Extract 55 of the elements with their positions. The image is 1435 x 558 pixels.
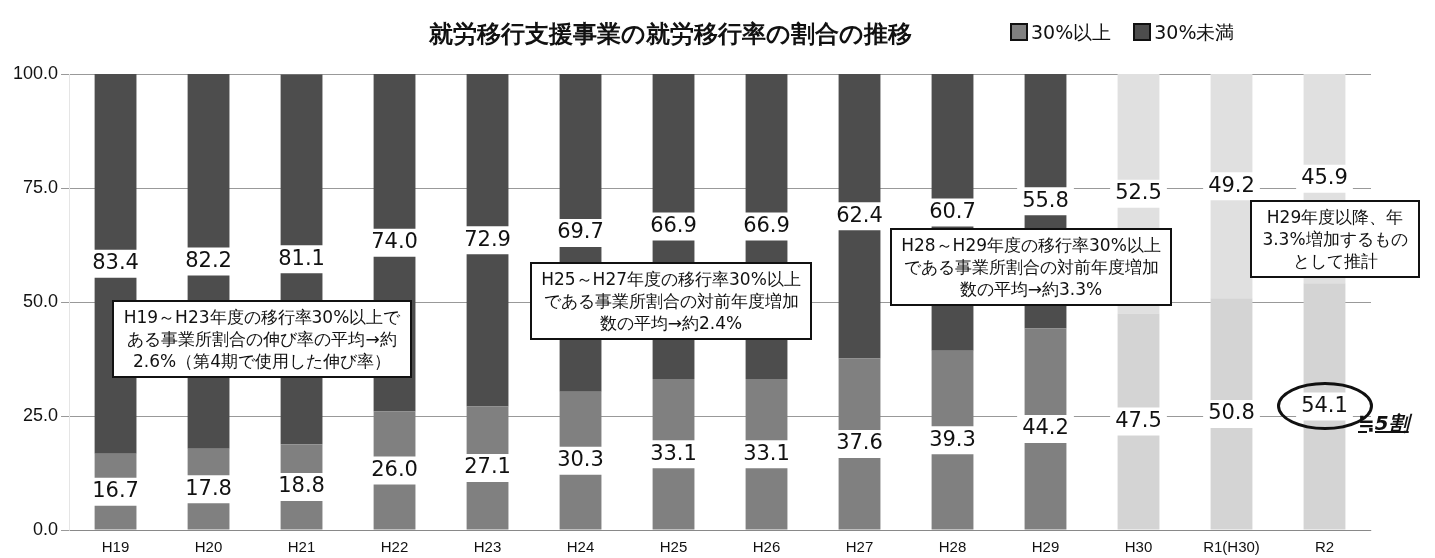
data-label: 27.1 [464, 454, 511, 479]
x-tick-label: H24 [566, 538, 595, 556]
x-tick-label: H30 [1124, 538, 1153, 556]
data-label: 44.2 [1022, 415, 1069, 440]
data-label: 66.9 [743, 212, 790, 237]
data-label: 33.1 [743, 440, 790, 465]
data-label: 18.8 [278, 473, 325, 498]
data-label: 62.4 [836, 202, 883, 227]
legend-label: 30%以上 [1030, 20, 1112, 45]
annotation: H28～H29年度の移行率30%以上である事業所割合の対前年度増加数の平均→約3.3% [890, 228, 1172, 306]
data-label: 30.3 [557, 447, 604, 472]
x-tick-label: H25 [659, 538, 688, 556]
x-tick-label: H27 [845, 538, 874, 556]
data-label: 72.9 [464, 226, 511, 251]
data-label: 82.2 [185, 247, 232, 272]
x-tick-label: R2 [1314, 538, 1335, 556]
data-label: 16.7 [92, 478, 139, 503]
x-tick-label: R1(H30) [1203, 538, 1260, 556]
data-label: 83.4 [92, 250, 139, 275]
annotation: H25～H27年度の移行率30%以上である事業所割合の対前年度増加数の平均→約2.4% [530, 262, 812, 340]
data-label: 37.6 [836, 430, 883, 455]
data-label: 69.7 [557, 219, 604, 244]
y-tick-label: 50.0 [23, 290, 59, 311]
annotation: H19～H23年度の移行率30%以上である事業所割合の伸び率の平均→約2.6%（第4期で使用した伸び率） [112, 300, 412, 378]
x-tick-label: H26 [752, 538, 781, 556]
x-tick-label: H22 [380, 538, 409, 556]
x-tick-label: H23 [473, 538, 502, 556]
data-label: 47.5 [1115, 407, 1162, 432]
data-label: 33.1 [650, 440, 697, 465]
data-label: 39.3 [929, 426, 976, 451]
data-label: 49.2 [1208, 172, 1255, 197]
y-tick-label: 100.0 [13, 62, 59, 83]
data-label: 52.5 [1115, 180, 1162, 205]
annotation: H29年度以降、年3.3%増加するものとして推計 [1250, 200, 1420, 278]
x-tick-label: H19 [101, 538, 130, 556]
data-label: 81.1 [278, 245, 325, 270]
data-label: 54.1 [1301, 392, 1348, 417]
data-label: 60.7 [929, 198, 976, 223]
x-tick-label: H21 [287, 538, 316, 556]
data-label: 50.8 [1208, 400, 1255, 425]
data-label: 55.8 [1022, 187, 1069, 212]
x-tick-label: H20 [194, 538, 223, 556]
y-tick-label: 25.0 [23, 404, 59, 425]
data-label: 26.0 [371, 456, 418, 481]
data-label: 66.9 [650, 212, 697, 237]
data-label: 17.8 [185, 475, 232, 500]
y-tick-label: 0.0 [33, 518, 59, 539]
x-tick-label: H29 [1031, 538, 1060, 556]
x-tick-label: H28 [938, 538, 967, 556]
data-label: 74.0 [371, 229, 418, 254]
y-tick-label: 75.0 [23, 176, 59, 197]
chart-title: 就労移行支援事業の就労移行率の割合の推移 [427, 19, 913, 50]
legend-label: 30%未満 [1153, 20, 1235, 45]
bar [466, 74, 509, 407]
data-label: 45.9 [1301, 165, 1348, 190]
